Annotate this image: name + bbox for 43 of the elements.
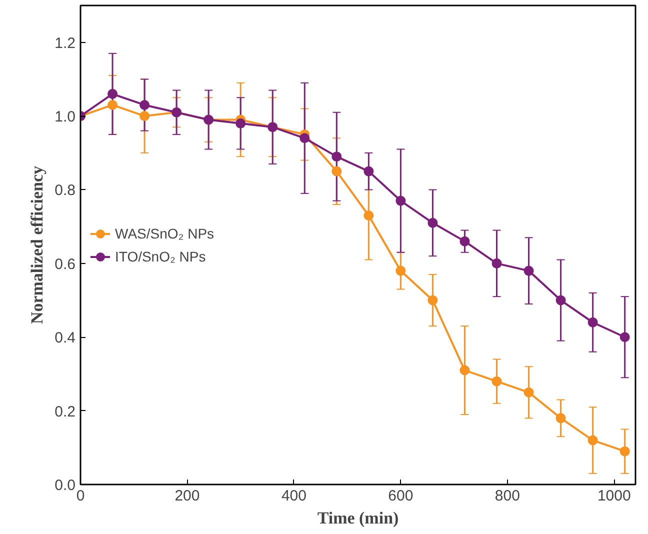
x-tick-label: 200 [174,488,200,504]
point [492,376,502,386]
y-axis-title: Normalized efficiency [28,165,47,324]
x-tick-label: 0 [76,488,85,504]
point [460,365,470,376]
point [620,332,630,342]
point [556,295,566,306]
point [460,236,470,246]
x-tick-label: 400 [281,488,306,504]
y-tick-label: 0.6 [54,256,76,273]
y-tick-label: 1.2 [54,34,76,52]
x-tick-label: 800 [494,488,520,504]
point [428,295,438,306]
point [364,166,374,176]
point [140,100,150,110]
point [588,435,598,446]
point [620,446,630,456]
point [332,166,342,176]
point [300,133,310,144]
point [108,88,118,99]
point [492,258,502,268]
point [588,317,598,328]
y-tick-label: 1.0 [54,108,76,126]
point [364,210,374,221]
point [556,413,566,424]
legend-label: WAS/SnO₂ NPs [115,225,214,241]
y-tick-label: 0.0 [54,477,76,494]
point [396,196,406,206]
x-axis-title: Time (min) [317,508,399,528]
point [396,266,406,276]
point [524,266,534,276]
x-tick-label: 1000 [597,488,631,504]
point [332,152,342,162]
point [524,387,534,398]
y-tick-label: 0.8 [54,182,76,200]
legend-label: ITO/SnO₂ NPs [115,248,206,264]
y-tick-label: 0.2 [54,403,76,420]
point [108,100,118,110]
point [140,111,150,122]
y-tick-label: 0.4 [54,330,76,347]
point [428,218,438,228]
x-tick-label: 600 [388,488,414,504]
point [236,118,246,128]
